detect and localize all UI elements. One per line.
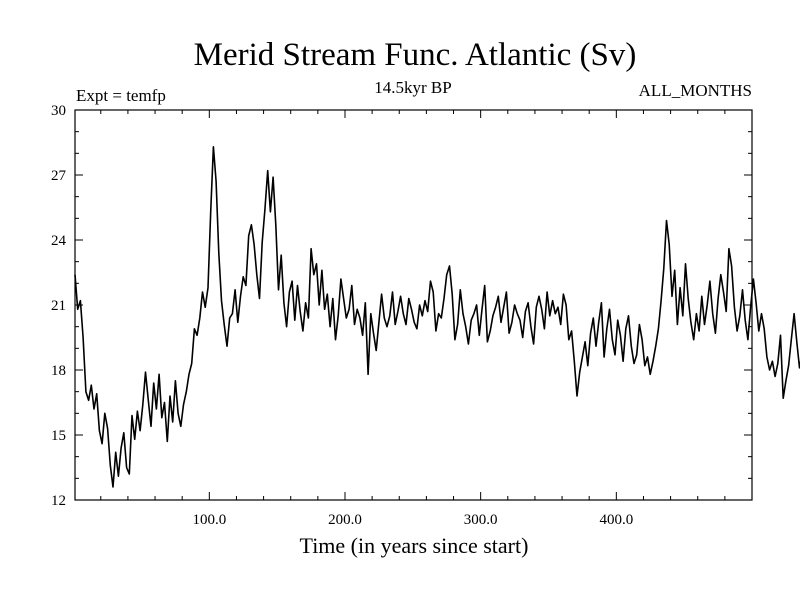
y-tick-label: 21 (51, 298, 66, 314)
series-group (74, 146, 800, 488)
x-tick-label: 400.0 (599, 512, 633, 528)
chart-title: Merid Stream Func. Atlantic (Sv) (194, 37, 637, 73)
y-tick-label: 18 (51, 363, 66, 379)
y-tick-label: 30 (51, 103, 66, 119)
y-tick-label: 27 (51, 168, 67, 184)
y-tick-label: 12 (51, 493, 66, 509)
x-tick-label: 200.0 (328, 512, 362, 528)
y-tick-label: 24 (51, 233, 67, 249)
axis-ticks (75, 109, 752, 501)
experiment-label: Expt = temfp (76, 86, 166, 105)
months-label: ALL_MONTHS (639, 81, 752, 100)
y-tick-label: 15 (51, 428, 66, 444)
x-tick-label: 100.0 (192, 512, 226, 528)
x-axis-label: Time (in years since start) (300, 533, 529, 558)
series-line-temfp (74, 146, 800, 488)
plot-frame (74, 109, 753, 501)
x-tick-label: 300.0 (464, 512, 498, 528)
y-tick-labels: 12 15 18 21 24 27 30 (51, 103, 67, 509)
x-tick-labels: 100.0 200.0 300.0 400.0 (192, 512, 633, 528)
chart-subtitle: 14.5kyr BP (374, 78, 451, 97)
